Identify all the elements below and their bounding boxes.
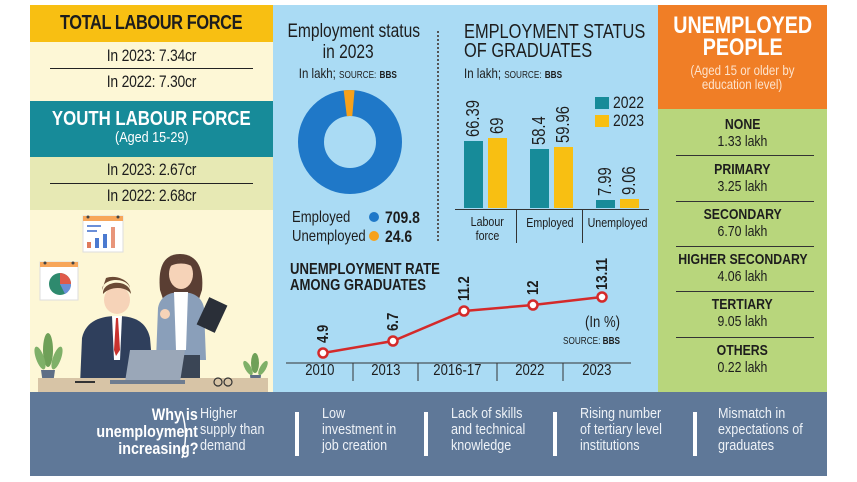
chevron-right-icon <box>181 411 187 459</box>
unemployed-people-panel: UNEMPLOYED PEOPLE (Aged 15 or older by edu… <box>658 5 827 392</box>
year-2013: 2013 <box>370 362 401 379</box>
label-employed-2023: 59.96 <box>553 106 573 143</box>
divider <box>50 183 253 184</box>
total-labour-force-2023: In 2023: 7.34cr <box>106 46 197 65</box>
graduates-chart-title: EMPLOYMENT STATUS OF GRADUATES <box>464 21 646 62</box>
youth-labour-force-2022: In 2022: 2.68cr <box>106 186 197 205</box>
employment-donut-chart <box>298 90 402 194</box>
charts-panel: Employment status in 2023 In lakh; SOURC… <box>273 5 658 392</box>
bar-unemployed-2022 <box>596 200 615 208</box>
rate-label-2010: 4.9 <box>315 324 332 343</box>
rate-unit: (In %) <box>585 314 620 331</box>
unemployment-rate-title: UNEMPLOYMENT RATE AMONG GRADUATES <box>290 261 440 294</box>
label-labour-force-2022: 66.39 <box>463 100 483 137</box>
legend-2022: 2022 <box>613 93 645 112</box>
divider <box>676 291 814 292</box>
category-unemployed: Unemployed <box>587 215 647 230</box>
axis-divider <box>582 209 583 243</box>
year-2022: 2022 <box>515 362 545 379</box>
label-employed-2022: 58.4 <box>529 116 549 145</box>
legend-2023-swatch <box>595 115 609 127</box>
bar-labour-force-2023 <box>488 138 507 208</box>
rate-label-2023: 13.11 <box>594 257 611 290</box>
reason-4: Rising number of tertiary level institutio… <box>580 405 662 454</box>
divider <box>676 337 814 338</box>
legend-2022-swatch <box>595 97 609 109</box>
total-labour-force-header: TOTAL LABOUR FORCE <box>30 5 273 42</box>
desk <box>38 378 268 392</box>
label-labour-force-2023: 69 <box>487 117 507 134</box>
reason-1: Higher supply than demand <box>200 405 265 454</box>
divider <box>676 201 814 202</box>
separator <box>437 31 439 241</box>
edu-others: OTHERS 0.22 lakh <box>716 342 769 377</box>
youth-labour-force-title: YOUTH LABOUR FORCE <box>52 108 251 130</box>
bar-chart-axis <box>455 209 649 210</box>
edu-primary: PRIMARY 3.25 lakh <box>714 161 771 196</box>
youth-labour-force-subtitle: (Aged 15-29) <box>114 129 189 146</box>
bar-employed-2022 <box>530 149 549 208</box>
donut-values: 709.8 24.6 <box>385 208 420 246</box>
unemployment-rate-line-chart <box>286 291 631 381</box>
graduates-chart-unit: In lakh; SOURCE: BBS <box>464 65 563 81</box>
edu-none: NONE 1.33 lakh <box>717 116 768 151</box>
why-unemployment-band: Why is unemployment increasing? Higher su… <box>30 392 827 476</box>
legend-unemployed: Unemployed <box>292 228 366 245</box>
employment-status-unit: In lakh; SOURCE: BBS <box>298 65 398 81</box>
total-labour-force-title: TOTAL LABOUR FORCE <box>60 12 243 34</box>
rate-source: SOURCE: BBS <box>563 336 620 347</box>
youth-labour-force-2023: In 2023: 2.67cr <box>106 160 197 179</box>
pie-chart-poster-icon <box>39 261 79 301</box>
bar-employed-2023 <box>554 147 573 208</box>
bar-unemployed-2023 <box>620 199 639 208</box>
rate-label-2013: 6.7 <box>385 312 402 331</box>
pen-icon <box>75 381 95 383</box>
legend-2023: 2023 <box>613 111 645 130</box>
edu-secondary: SECONDARY 6.70 lakh <box>703 206 782 241</box>
labour-force-panel: TOTAL LABOUR FORCE In 2023: 7.34cr In 20… <box>30 5 273 392</box>
year-2010: 2010 <box>304 362 335 379</box>
divider-bar <box>424 412 428 456</box>
reason-3: Lack of skills and technical knowledge <box>451 405 526 454</box>
label-unemployed-2023: 9.06 <box>619 166 639 195</box>
divider <box>676 155 814 156</box>
office-illustration <box>30 210 273 392</box>
legend-employed: Employed <box>292 209 351 226</box>
unemployed-dot-icon <box>369 231 379 241</box>
plant-icon <box>34 333 63 384</box>
donut-legend: Employed Unemployed <box>292 208 382 246</box>
divider-bar <box>295 412 299 456</box>
reason-5: Mismatch in expectations of graduates <box>718 405 803 454</box>
axis-divider <box>516 209 517 243</box>
employment-status-title: Employment status in 2023 <box>287 21 421 63</box>
bar-labour-force-2022 <box>464 141 483 208</box>
divider-bar <box>553 412 557 456</box>
total-labour-force-2022: In 2022: 7.30cr <box>106 72 197 91</box>
rate-label-2016-17: 11.2 <box>456 276 473 301</box>
label-unemployed-2022: 7.99 <box>595 167 615 196</box>
youth-labour-force-header: YOUTH LABOUR FORCE (Aged 15-29) <box>30 101 273 157</box>
why-question: Why is unemployment increasing? <box>96 405 198 458</box>
rate-label-2022: 12 <box>525 280 542 295</box>
category-labour-force: Labour force <box>470 214 504 243</box>
employed-dot-icon <box>369 212 379 222</box>
divider <box>676 246 814 247</box>
unemployed-people-header: UNEMPLOYED PEOPLE (Aged 15 or older by edu… <box>658 5 827 109</box>
year-2016-17: 2016-17 <box>433 362 482 379</box>
year-2023: 2023 <box>582 362 612 379</box>
glasses-icon <box>213 377 233 387</box>
bar-chart-poster-icon <box>82 215 124 253</box>
youth-labour-force-body: In 2023: 2.67cr In 2022: 2.68cr <box>30 157 273 210</box>
category-employed: Employed <box>526 215 574 230</box>
divider <box>50 68 253 69</box>
divider-bar <box>693 412 697 456</box>
edu-tertiary: TERTIARY 9.05 lakh <box>711 296 774 331</box>
reason-2: Low investment in job creation <box>322 405 397 454</box>
laptop-icon <box>110 350 185 384</box>
edu-higher-secondary: HIGHER SECONDARY 4.06 lakh <box>677 251 808 286</box>
